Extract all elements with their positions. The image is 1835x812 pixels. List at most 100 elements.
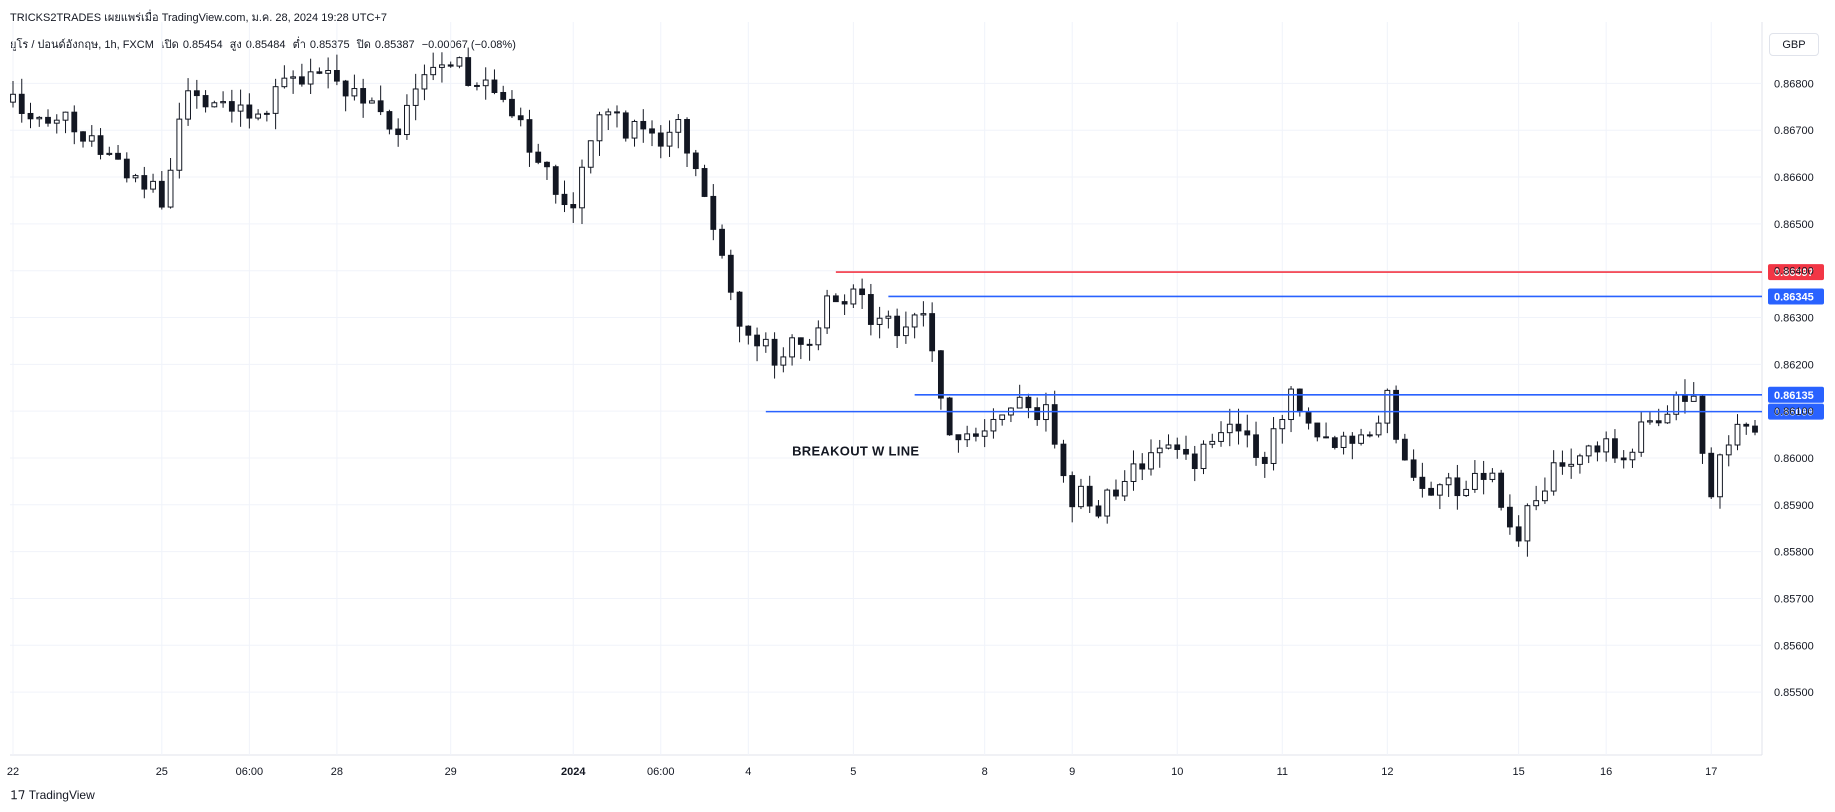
candle-body: [1655, 420, 1662, 424]
candle: [307, 58, 314, 95]
candle: [771, 332, 778, 379]
candle: [1629, 448, 1636, 468]
candle: [596, 111, 603, 156]
candle-body: [45, 116, 51, 124]
candle-body: [377, 100, 384, 113]
candle: [150, 173, 156, 193]
y-tick-label: 0.86200: [1774, 359, 1814, 371]
candle-body: [351, 88, 358, 97]
y-tick-label: 0.86600: [1774, 172, 1814, 184]
candle-body: [911, 314, 918, 328]
candle-body: [1752, 425, 1758, 433]
candle: [561, 180, 568, 213]
candle-body: [1218, 432, 1224, 442]
candle-body: [325, 70, 332, 74]
y-tick-label: 0.86300: [1774, 313, 1814, 325]
candle: [1699, 394, 1706, 464]
candle: [1078, 478, 1084, 510]
candle: [684, 117, 690, 168]
price-axis[interactable]: 0.868000.867000.866000.865000.864000.863…: [1774, 78, 1814, 699]
candle: [1559, 450, 1566, 475]
candle-body: [290, 76, 297, 79]
candle-body: [736, 291, 743, 327]
candle-body: [27, 112, 34, 120]
candle-body: [876, 317, 883, 325]
candle: [1524, 503, 1531, 557]
candle: [1384, 388, 1391, 434]
candle-body: [1480, 472, 1487, 480]
candle: [298, 63, 305, 87]
candle: [351, 74, 358, 101]
candle-layer: [10, 47, 1758, 557]
candle-body: [412, 88, 419, 106]
candle-body: [1034, 407, 1041, 421]
candle: [1366, 431, 1373, 438]
candle: [316, 67, 323, 75]
candle-body: [272, 86, 279, 114]
candle: [780, 347, 787, 373]
candle-body: [990, 418, 997, 432]
candle-body: [806, 343, 813, 346]
candle: [981, 419, 988, 448]
candle: [1489, 468, 1496, 483]
candle-body: [255, 113, 262, 119]
candle-body: [185, 90, 191, 120]
close-label: ปิด: [356, 39, 371, 51]
candle-body: [1550, 462, 1557, 492]
candle-body: [1226, 423, 1233, 434]
candle-body: [1314, 422, 1321, 438]
candle: [579, 159, 585, 225]
footer-brand[interactable]: 𝟷𝟽 TradingView: [10, 787, 95, 803]
candle: [1200, 440, 1207, 475]
y-tick-label: 0.85900: [1774, 500, 1814, 512]
candle: [937, 350, 944, 410]
candle-body: [1638, 421, 1645, 453]
candle-body: [220, 101, 226, 104]
candle-body: [867, 294, 874, 325]
tradingview-logo-icon: 𝟷𝟽: [10, 787, 26, 802]
candle-body: [754, 334, 760, 347]
candle-body: [1375, 422, 1382, 436]
candle-body: [237, 104, 244, 112]
currency-selector[interactable]: GBP: [1769, 33, 1819, 56]
candle: [377, 85, 384, 116]
candle: [1752, 419, 1758, 436]
candle-body: [456, 57, 463, 67]
candle-body: [587, 140, 594, 168]
candle: [710, 184, 717, 241]
candle: [1139, 453, 1146, 481]
candle: [228, 89, 235, 123]
candle: [955, 434, 962, 453]
candle: [535, 143, 542, 165]
candle: [325, 57, 332, 89]
candle: [622, 110, 629, 142]
candle-body: [780, 356, 787, 366]
candle-body: [640, 120, 647, 130]
candle-body: [421, 74, 428, 90]
candle: [1183, 435, 1189, 460]
candle: [456, 56, 463, 69]
candle: [666, 120, 673, 157]
candle-body: [684, 119, 690, 154]
candle-body: [80, 131, 86, 142]
candle-body: [1244, 430, 1251, 436]
candle: [859, 278, 866, 309]
candle-body: [1585, 445, 1592, 457]
candle: [526, 109, 533, 167]
candle-body: [71, 111, 78, 133]
symbol-name[interactable]: ยูโร / ปอนด์อังกฤษ, 1h, FXCM: [10, 39, 154, 51]
candle: [412, 73, 419, 121]
candle: [193, 79, 200, 109]
breakout-annotation[interactable]: BREAKOUT W LINE: [792, 444, 919, 459]
candle-body: [1349, 435, 1356, 444]
candle: [36, 116, 43, 127]
candle-body: [762, 338, 769, 347]
candle: [832, 293, 839, 303]
candle: [1585, 444, 1592, 464]
time-axis[interactable]: 22 25 06:00 28 29 2024 06:00 4 5 8 9 10 11 12 15 16 17: [7, 766, 1717, 778]
candle: [1577, 453, 1583, 474]
candle: [97, 128, 104, 160]
candle-body: [1051, 404, 1058, 445]
candle: [1174, 437, 1181, 459]
